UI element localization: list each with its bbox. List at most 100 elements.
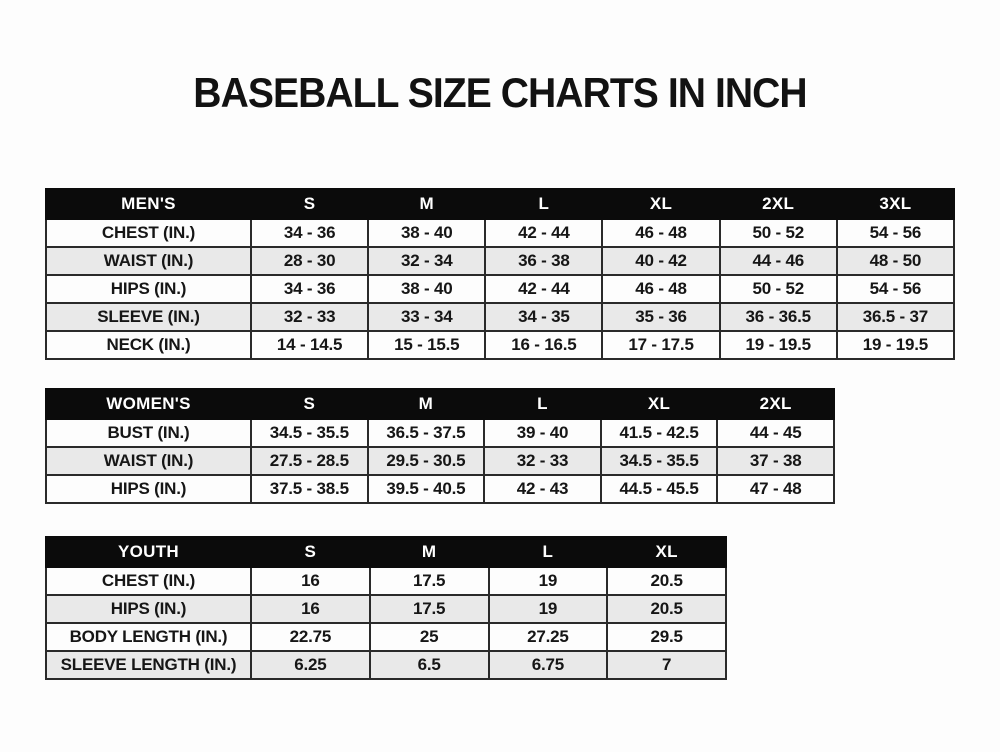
size-cell: 34 - 35 [484,302,604,332]
size-cell: 32 - 33 [249,302,370,332]
size-cell: 47 - 48 [716,474,835,504]
size-cell: 20.5 [606,566,727,596]
size-cell: 20.5 [606,594,727,624]
youth-header-label: YOUTH [45,536,252,568]
size-cell: 22.75 [250,622,371,652]
column-header-s: S [250,388,369,420]
size-cell: 37.5 - 38.5 [250,474,369,504]
size-cell: 36 - 36.5 [718,302,838,332]
column-header-l: L [483,388,602,420]
row-label: HIPS (IN.) [45,474,252,504]
row-label: BODY LENGTH (IN.) [45,622,252,652]
size-cell: 19 - 19.5 [718,330,838,360]
page-title: BASEBALL SIZE CHARTS IN INCH [193,69,807,116]
size-cell: 34 - 36 [249,274,370,304]
column-header-xl: XL [601,188,721,220]
size-cell: 16 [250,594,371,624]
size-cell: 36.5 - 37 [835,302,956,332]
size-cell: 17.5 [368,566,490,596]
column-header-m: M [366,388,486,420]
row-label: BUST (IN.) [45,418,252,448]
table-row: WAIST (IN.) 27.5 - 28.5 29.5 - 30.5 32 - 33… [45,446,835,476]
mens-size-table: MEN'S S M L XL 2XL 3XL CHEST (IN.) 34 - 36 38 - 4… [45,188,956,360]
table-row: CHEST (IN.) 16 17.5 19 20.5 [45,566,727,596]
table-row: SLEEVE LENGTH (IN.) 6.25 6.5 6.75 7 [45,650,727,680]
size-cell: 38 - 40 [367,218,487,248]
size-cell: 36 - 38 [484,246,604,276]
size-cell: 15 - 15.5 [367,330,487,360]
row-label: HIPS (IN.) [45,594,252,624]
size-cell: 19 [487,594,609,624]
size-cell: 41.5 - 42.5 [599,418,719,448]
youth-header-row: YOUTH S M L XL [45,536,727,568]
mens-header-row: MEN'S S M L XL 2XL 3XL [45,188,956,220]
size-cell: 42 - 44 [484,274,604,304]
size-cell: 16 [250,566,371,596]
column-header-2xl: 2XL [718,188,838,220]
row-label: NECK (IN.) [45,330,252,360]
column-header-l: L [484,188,604,220]
size-cell: 37 - 38 [716,446,835,476]
size-cell: 28 - 30 [249,246,370,276]
size-cell: 19 - 19.5 [835,330,956,360]
size-cell: 32 - 34 [367,246,487,276]
row-label: WAIST (IN.) [45,246,252,276]
table-row: CHEST (IN.) 34 - 36 38 - 40 42 - 44 46 - 48 5… [45,218,956,248]
row-label: CHEST (IN.) [45,566,252,596]
table-row: NECK (IN.) 14 - 14.5 15 - 15.5 16 - 16.5 17 … [45,330,956,360]
mens-header-label: MEN'S [45,188,252,220]
size-cell: 44.5 - 45.5 [599,474,719,504]
table-row: SLEEVE (IN.) 32 - 33 33 - 34 34 - 35 35 - 36… [45,302,956,332]
size-cell: 35 - 36 [601,302,721,332]
womens-header-label: WOMEN'S [45,388,252,420]
size-cell: 17.5 [368,594,490,624]
size-cell: 42 - 44 [484,218,604,248]
column-header-l: L [487,536,609,568]
row-label: SLEEVE LENGTH (IN.) [45,650,252,680]
size-cell: 34 - 36 [249,218,370,248]
size-cell: 36.5 - 37.5 [366,418,486,448]
size-cell: 7 [606,650,727,680]
size-cell: 33 - 34 [367,302,487,332]
table-row: BODY LENGTH (IN.) 22.75 25 27.25 29.5 [45,622,727,652]
size-cell: 50 - 52 [718,274,838,304]
column-header-2xl: 2XL [716,388,835,420]
size-cell: 54 - 56 [835,274,956,304]
column-header-xl: XL [606,536,727,568]
column-header-s: S [249,188,370,220]
size-cell: 6.5 [368,650,490,680]
size-cell: 50 - 52 [718,218,838,248]
size-cell: 29.5 - 30.5 [366,446,486,476]
womens-size-table: WOMEN'S S M L XL 2XL BUST (IN.) 34.5 - 35.5 36.5… [45,388,835,504]
row-label: CHEST (IN.) [45,218,252,248]
size-cell: 39.5 - 40.5 [366,474,486,504]
size-cell: 44 - 46 [718,246,838,276]
column-header-m: M [367,188,487,220]
size-cell: 48 - 50 [835,246,956,276]
table-row: HIPS (IN.) 37.5 - 38.5 39.5 - 40.5 42 - 43 4… [45,474,835,504]
size-cell: 34.5 - 35.5 [599,446,719,476]
size-cell: 25 [368,622,490,652]
row-label: SLEEVE (IN.) [45,302,252,332]
size-cell: 46 - 48 [601,218,721,248]
size-cell: 44 - 45 [716,418,835,448]
size-cell: 32 - 33 [483,446,602,476]
womens-header-row: WOMEN'S S M L XL 2XL [45,388,835,420]
size-cell: 54 - 56 [835,218,956,248]
size-cell: 39 - 40 [483,418,602,448]
size-cell: 46 - 48 [601,274,721,304]
size-cell: 6.75 [487,650,609,680]
table-row: WAIST (IN.) 28 - 30 32 - 34 36 - 38 40 - 42 4… [45,246,956,276]
size-cell: 38 - 40 [367,274,487,304]
size-cell: 19 [487,566,609,596]
column-header-3xl: 3XL [835,188,956,220]
table-row: BUST (IN.) 34.5 - 35.5 36.5 - 37.5 39 - 40 4… [45,418,835,448]
table-row: HIPS (IN.) 34 - 36 38 - 40 42 - 44 46 - 48 50… [45,274,956,304]
column-header-s: S [250,536,371,568]
size-cell: 6.25 [250,650,371,680]
size-cell: 34.5 - 35.5 [250,418,369,448]
size-cell: 27.25 [487,622,609,652]
size-cell: 29.5 [606,622,727,652]
size-cell: 14 - 14.5 [249,330,370,360]
